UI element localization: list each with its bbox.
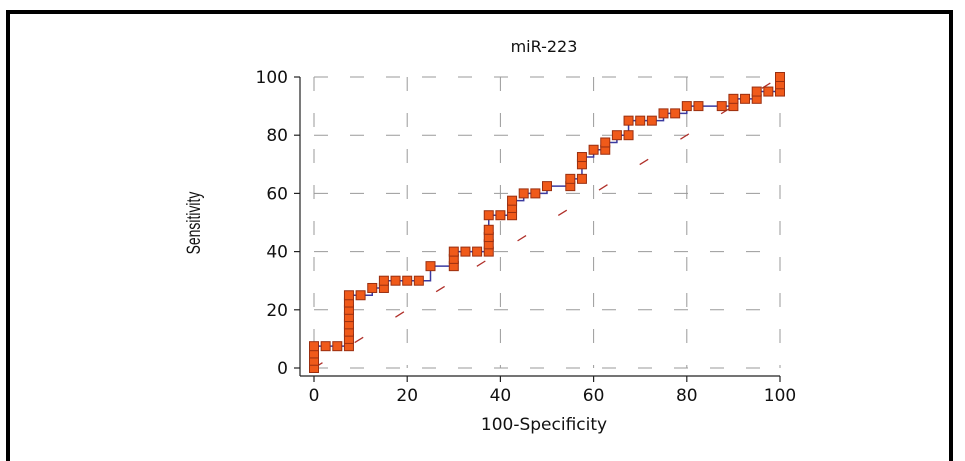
roc-point-marker xyxy=(588,144,599,155)
roc-point-marker xyxy=(740,93,751,104)
roc-point-marker xyxy=(483,224,494,235)
y-tick-label: 80 xyxy=(266,126,288,146)
x-tick-label: 40 xyxy=(490,386,512,406)
y-tick-label: 20 xyxy=(266,301,288,321)
roc-point-marker xyxy=(728,93,739,104)
chart-title: miR-223 xyxy=(511,37,578,56)
roc-point-marker xyxy=(693,101,704,112)
roc-point-marker xyxy=(763,86,774,97)
roc-point-marker xyxy=(542,181,552,192)
roc-point-marker xyxy=(320,341,331,352)
roc-point-marker xyxy=(623,130,634,141)
roc-point-marker xyxy=(518,188,529,199)
diagonal-reference-line xyxy=(313,76,781,369)
roc-point-marker xyxy=(402,275,413,286)
roc-point-marker xyxy=(355,290,366,301)
roc-point-marker xyxy=(390,275,401,286)
chart-frame xyxy=(6,10,953,461)
roc-point-marker xyxy=(670,108,681,119)
roc-point-marker xyxy=(681,101,692,112)
roc-point-marker xyxy=(448,246,459,257)
roc-point-marker xyxy=(530,188,541,199)
axes xyxy=(299,77,780,377)
roc-point-marker xyxy=(460,246,471,257)
roc-point-marker xyxy=(635,115,646,126)
roc-point-marker xyxy=(611,130,622,141)
roc-point-marker xyxy=(378,275,389,286)
x-axis-title: 100-Specificity xyxy=(481,415,607,435)
y-axis-title: Sensitivity xyxy=(183,191,205,254)
x-tick-labels: 0 20 40 60 80 100 xyxy=(309,376,796,406)
roc-point-marker xyxy=(425,261,436,272)
roc-point-marker xyxy=(343,290,354,301)
roc-point-marker xyxy=(751,86,762,97)
x-tick-label: 0 xyxy=(309,386,320,406)
roc-point-marker xyxy=(367,282,378,293)
reference-line xyxy=(313,76,781,369)
roc-point-marker xyxy=(495,210,506,221)
roc-markers xyxy=(309,72,785,373)
roc-point-marker xyxy=(332,341,343,352)
roc-point-marker xyxy=(600,137,611,148)
roc-point-marker xyxy=(576,152,587,163)
roc-point-marker xyxy=(658,108,669,119)
roc-point-marker xyxy=(576,173,587,184)
roc-point-marker xyxy=(775,72,785,82)
roc-point-marker xyxy=(716,101,727,112)
y-tick-label: 40 xyxy=(266,243,288,263)
roc-point-marker xyxy=(413,275,424,286)
grid-lines xyxy=(313,76,781,369)
roc-point-marker xyxy=(565,173,576,184)
roc-point-marker xyxy=(483,210,494,221)
x-tick-label: 100 xyxy=(764,386,796,406)
roc-point-marker xyxy=(623,115,634,126)
x-tick-label: 20 xyxy=(396,386,418,406)
y-tick-labels: 0 20 40 60 80 100 xyxy=(256,68,300,379)
roc-point-marker xyxy=(472,246,483,257)
x-tick-label: 80 xyxy=(676,386,698,406)
x-tick-label: 60 xyxy=(583,386,605,406)
roc-point-marker xyxy=(507,195,518,206)
y-tick-label: 0 xyxy=(277,359,288,379)
y-tick-label: 100 xyxy=(256,68,288,88)
roc-point-marker xyxy=(646,115,657,126)
y-tick-label: 60 xyxy=(266,184,288,204)
roc-point-marker xyxy=(309,341,319,352)
